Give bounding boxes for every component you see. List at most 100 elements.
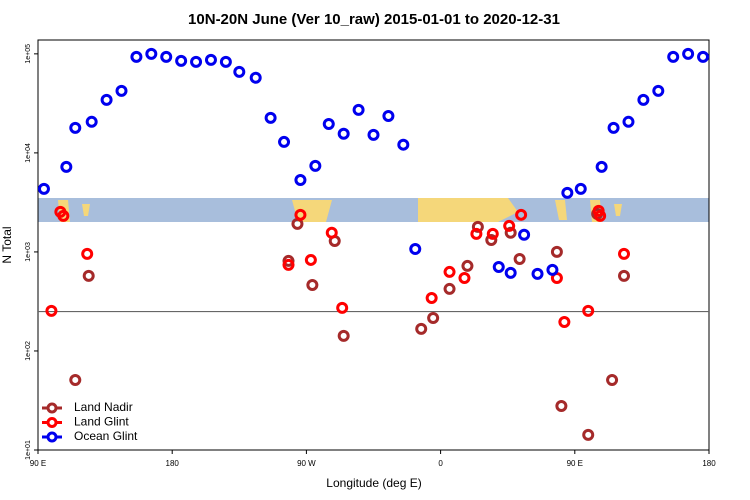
point [471,220,484,233]
point [409,243,422,256]
point [594,209,607,222]
point [352,103,365,116]
legend-label: Land Glint [74,415,129,429]
point [85,115,98,128]
point [309,159,322,172]
point [595,160,608,173]
point [574,182,587,195]
map-strip [38,198,709,222]
y-tick-label: 1e+05 [25,44,32,64]
point [304,253,317,266]
point [60,160,73,173]
point [652,84,665,97]
x-tick-label: 0 [438,459,443,468]
point [531,267,544,280]
point [515,208,528,221]
point [546,263,559,276]
y-tick-label: 1e+03 [25,242,32,262]
point [282,258,295,271]
point [504,226,517,239]
point [294,173,307,186]
point [233,65,246,78]
point [294,208,307,221]
point [82,269,95,282]
point [367,128,380,141]
point [485,233,498,246]
legend-label: Land Nadir [74,400,133,414]
point [486,227,499,240]
point [175,54,188,67]
point [415,322,428,335]
point [618,269,631,282]
x-tick-label: 90 E [567,459,583,468]
point [582,304,595,317]
point [160,50,173,63]
chart-title: 10N-20N June (Ver 10_raw) 2015-01-01 to … [188,11,560,28]
point [382,109,395,122]
point [130,50,143,63]
x-tick-label: 180 [702,459,716,468]
point [115,84,128,97]
legend-marker [46,402,58,414]
point [81,247,94,260]
point [518,228,531,241]
point [667,50,680,63]
point [425,291,438,304]
y-axis-label: N Total [0,226,14,263]
x-tick-label: 180 [166,459,180,468]
point [204,53,217,66]
point [461,259,474,272]
legend-marker [46,431,58,443]
point [69,374,82,387]
point [607,121,620,134]
point [145,47,158,60]
legend-label: Ocean Glint [74,429,138,443]
point [336,301,349,314]
point [69,121,82,134]
point [622,115,635,128]
point [458,271,471,284]
point [504,266,517,279]
point [337,329,350,342]
point [582,428,595,441]
point [470,227,483,240]
y-tick-label: 1e+04 [25,143,32,163]
legend-marker [46,417,58,428]
point [100,93,113,106]
point [337,127,350,140]
point [443,265,456,278]
point [443,282,456,295]
point [306,278,319,291]
point [561,186,574,199]
point [697,50,710,63]
point [325,226,338,239]
point [606,374,619,387]
x-tick-label: 90 E [30,459,46,468]
point [282,254,295,267]
point [492,260,505,273]
x-tick-label: 90 W [297,459,316,468]
point [397,138,410,151]
point [550,245,563,258]
point [37,182,50,195]
y-tick-label: 1e+02 [25,341,32,361]
point [555,400,568,413]
point [219,55,232,68]
point [637,93,650,106]
y-tick-label: 1e+01 [25,440,32,460]
point [503,219,516,232]
x-axis-label: Longitude (deg E) [326,476,421,490]
point [278,135,291,148]
point [618,247,631,260]
plot-frame [37,39,710,451]
point [558,316,571,329]
point [190,55,203,68]
point [427,312,440,325]
point [57,209,70,222]
point [249,71,262,84]
point [682,47,695,60]
point [513,252,526,265]
point [322,117,335,130]
point [45,304,58,317]
